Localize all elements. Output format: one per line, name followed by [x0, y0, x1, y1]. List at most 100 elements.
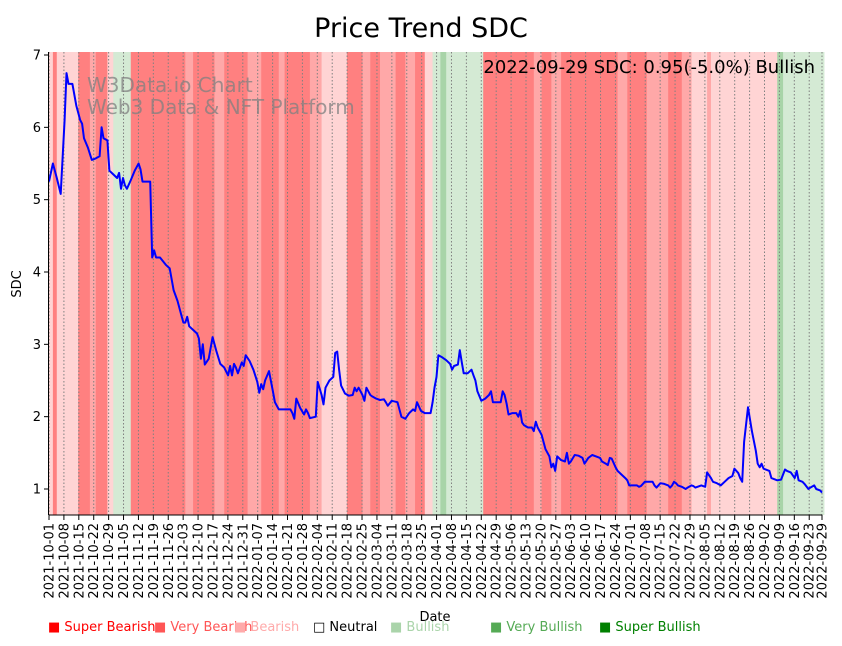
- legend-swatch-icon: ■: [234, 620, 251, 635]
- sentiment-band-bearish: [646, 52, 669, 515]
- x-tick-label: 2022-04-15: [460, 523, 475, 599]
- x-tick-label: 2022-02-11: [326, 523, 341, 599]
- x-tick-label: 2022-08-26: [743, 523, 758, 599]
- x-tick-label: 2022-08-05: [698, 523, 713, 599]
- sentiment-band-bullish: [446, 52, 465, 515]
- x-tick-label: 2021-11-12: [132, 523, 147, 599]
- legend-swatch-icon: ■: [154, 620, 171, 635]
- sentiment-band-very-bearish: [193, 52, 216, 515]
- x-tick-label: 2022-07-08: [639, 523, 654, 599]
- legend-swatch-icon: □: [313, 620, 330, 635]
- sentiment-band-bearish: [278, 52, 286, 515]
- x-tick-label: 2022-08-19: [728, 523, 743, 599]
- x-tick-label: 2021-12-31: [236, 523, 251, 599]
- y-axis-label: SDC: [10, 270, 25, 297]
- sentiment-band-bearish-light: [691, 52, 708, 515]
- watermark: W3Data.io Chart Web3 Data & NFT Platform: [87, 73, 355, 119]
- x-axis-ticks: 2021-10-01 2021-10-08 2021-10-15 2021-10-22…: [43, 515, 831, 599]
- y-tick-label: 7: [33, 49, 41, 64]
- x-tick-label: 2022-03-18: [400, 523, 415, 599]
- sentiment-band-bullish-light: [463, 52, 484, 515]
- legend-item-bearish: ■ Bearish: [234, 620, 299, 635]
- y-axis-ticks: 1 2 3 4 5 6 7: [33, 49, 49, 498]
- sentiment-band-bearish: [185, 52, 194, 515]
- legend-label: Very Bullish: [506, 620, 583, 635]
- sentiment-band-bearish: [309, 52, 323, 515]
- x-tick-label: 2022-04-08: [445, 523, 460, 599]
- x-tick-label: 2022-04-29: [490, 523, 505, 599]
- legend-label: Bearish: [250, 620, 300, 635]
- sentiment-band-bearish: [89, 52, 97, 515]
- legend-label: Bullish: [406, 620, 450, 635]
- x-tick-label: 2022-07-22: [669, 523, 684, 599]
- x-tick-label: 2022-09-29: [816, 523, 831, 599]
- sentiment-band-very-bearish: [483, 52, 535, 515]
- legend-item-super-bearish: ■ Super Bearish: [48, 620, 156, 635]
- price-line: [48, 72, 823, 494]
- x-tick-label: 2022-05-20: [534, 523, 549, 599]
- y-tick-label: 1: [33, 483, 41, 498]
- x-tick-label: 2022-02-25: [356, 523, 371, 599]
- sentiment-band-bearish: [405, 52, 416, 515]
- legend-label: Neutral: [329, 620, 378, 635]
- sentiment-band-bearish: [380, 52, 397, 515]
- y-tick-label: 4: [33, 266, 41, 281]
- x-tick-label: 2022-01-07: [251, 523, 266, 599]
- legend-item-bullish: ■ Bullish: [390, 620, 449, 635]
- x-tick-label: 2022-05-13: [520, 523, 535, 599]
- sentiment-band-very-bearish: [52, 52, 58, 515]
- sentiment-band-light: [62, 52, 68, 515]
- sentiment-band-bullish: [113, 52, 132, 515]
- x-tick-label: 2022-06-24: [609, 523, 624, 599]
- x-tick-label: 2022-03-04: [370, 523, 385, 599]
- x-tick-label: 2021-12-24: [221, 523, 236, 599]
- sentiment-legend: ■ Super Bearish ■ Very Bearish ■ Bearish □ …: [0, 620, 842, 640]
- sentiment-band-bearish-light: [107, 52, 114, 515]
- legend-swatch-icon: ■: [48, 620, 65, 635]
- x-tick-label: 2021-11-19: [147, 523, 162, 599]
- x-tick-label: 2022-09-09: [773, 523, 788, 599]
- sentiment-band-bearish: [551, 52, 562, 515]
- x-tick-label: 2021-10-29: [102, 523, 117, 599]
- legend-item-very-bearish: ■ Very Bearish: [154, 620, 252, 635]
- x-tick-label: 2022-04-01: [430, 523, 445, 599]
- legend-label: Super Bullish: [615, 620, 701, 635]
- x-tick-label: 2022-05-27: [549, 523, 564, 599]
- legend-item-super-bullish: ■ Super Bullish: [599, 620, 701, 635]
- sentiment-band-very-bearish: [561, 52, 619, 515]
- sentiment-band-very-bearish: [346, 52, 363, 515]
- x-tick-label: 2022-08-12: [713, 523, 728, 599]
- sentiment-band-bearish-light: [56, 52, 64, 515]
- x-tick-label: 2022-06-10: [579, 523, 594, 599]
- x-tick-label: 2021-10-15: [72, 523, 87, 599]
- sentiment-band-bearish-light: [424, 52, 434, 515]
- legend-item-very-bullish: ■ Very Bullish: [490, 620, 582, 635]
- legend-label: Very Bearish: [170, 620, 253, 635]
- sentiment-band-very-bearish: [370, 52, 381, 515]
- x-tick-label: 2021-12-10: [192, 523, 207, 599]
- x-axis-label: Date: [419, 610, 450, 625]
- x-tick-label: 2022-03-11: [385, 523, 400, 599]
- x-tick-label: 2022-09-16: [788, 523, 803, 599]
- x-tick-label: 2022-02-04: [311, 523, 326, 599]
- x-tick-label: 2021-11-26: [162, 523, 177, 599]
- sentiment-band-very-bearish: [261, 52, 280, 515]
- sentiment-band-bearish: [617, 52, 628, 515]
- x-tick-label: 2022-09-23: [803, 523, 818, 599]
- sentiment-band-bearish: [362, 52, 371, 515]
- latest-price-annotation: 2022-09-29 SDC: 0.95(-5.0%) Bullish: [483, 57, 815, 78]
- sentiment-band-bearish-light: [321, 52, 348, 515]
- sentiment-band-bearish: [707, 52, 712, 515]
- sentiment-band-very-bearish: [78, 52, 91, 515]
- x-tick-label: 2021-12-17: [206, 523, 221, 599]
- x-tick-label: 2022-06-17: [594, 523, 609, 599]
- y-tick-label: 5: [33, 193, 41, 208]
- x-tick-label: 2021-10-08: [57, 523, 72, 599]
- x-tick-label: 2021-10-22: [87, 523, 102, 599]
- axes: [48, 52, 822, 516]
- sentiment-band-very-bullish: [440, 52, 447, 515]
- sentiment-band-bullish-light: [804, 52, 825, 515]
- legend-swatch-icon: ■: [490, 620, 507, 635]
- sentiment-band-very-bearish: [224, 52, 249, 515]
